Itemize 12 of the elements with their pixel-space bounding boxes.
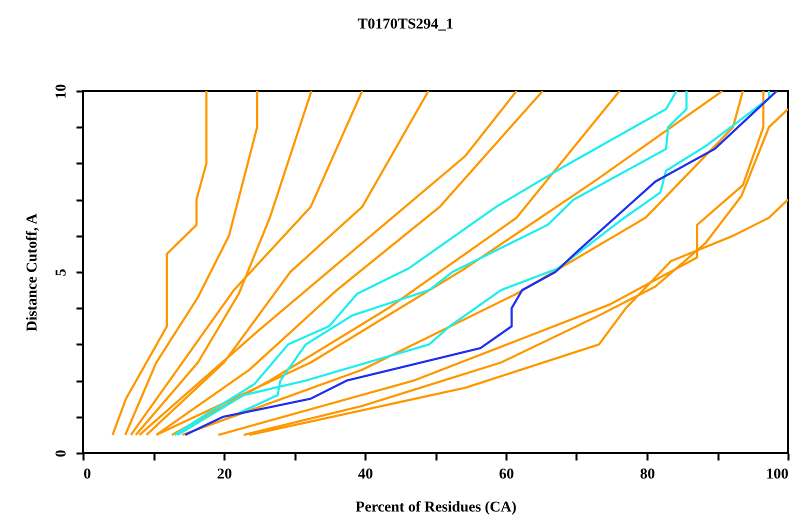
y-axis-title: Distance Cutoff, A <box>24 213 40 332</box>
y-tick-label: 10 <box>54 84 70 99</box>
x-tick-label: 100 <box>766 466 788 482</box>
x-tick-label: 20 <box>217 466 232 482</box>
x-tick-label: 80 <box>640 466 655 482</box>
x-tick-label: 40 <box>358 466 373 482</box>
x-axis-title: Percent of Residues (CA) <box>356 500 516 516</box>
x-tick-label: 60 <box>499 466 514 482</box>
chart-title: T0170TS294_1 <box>358 16 454 32</box>
x-tick-label: 0 <box>84 466 91 482</box>
y-tick-label: 0 <box>54 450 70 458</box>
y-tick-label: 5 <box>54 268 70 276</box>
